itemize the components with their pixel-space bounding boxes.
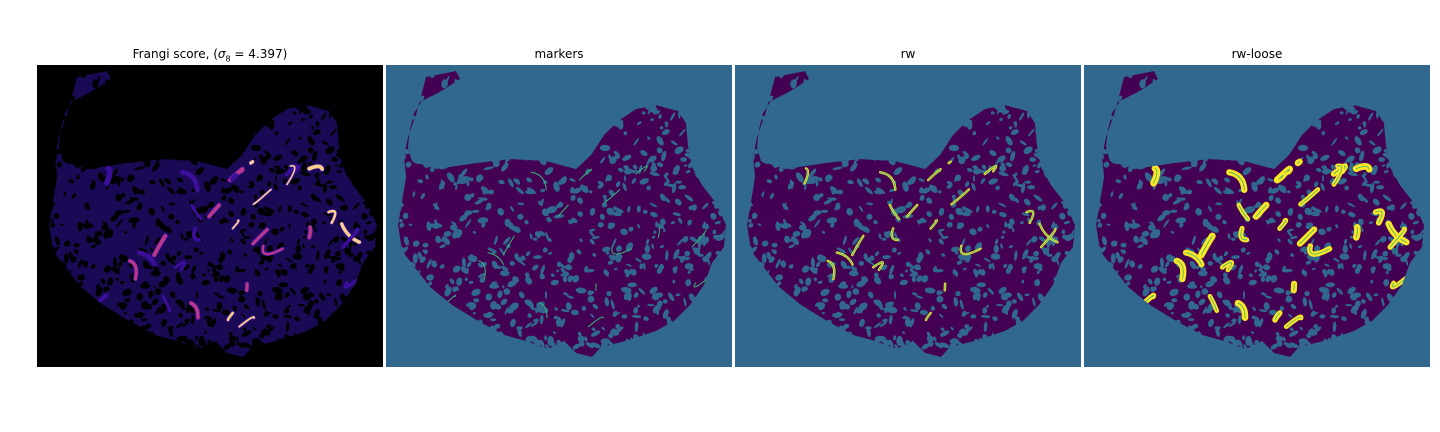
panel-title-rw-loose: rw-loose	[1231, 47, 1283, 61]
frangi-score-image	[37, 65, 383, 367]
rw-image	[735, 65, 1081, 367]
panel-title-frangi: Frangi score, (σ8 = 4.397)	[132, 47, 288, 64]
rw-loose-image	[1084, 65, 1430, 367]
markers-image	[386, 65, 732, 367]
panel-title-rw: rw	[900, 47, 916, 61]
panel-title-markers: markers	[534, 47, 584, 61]
